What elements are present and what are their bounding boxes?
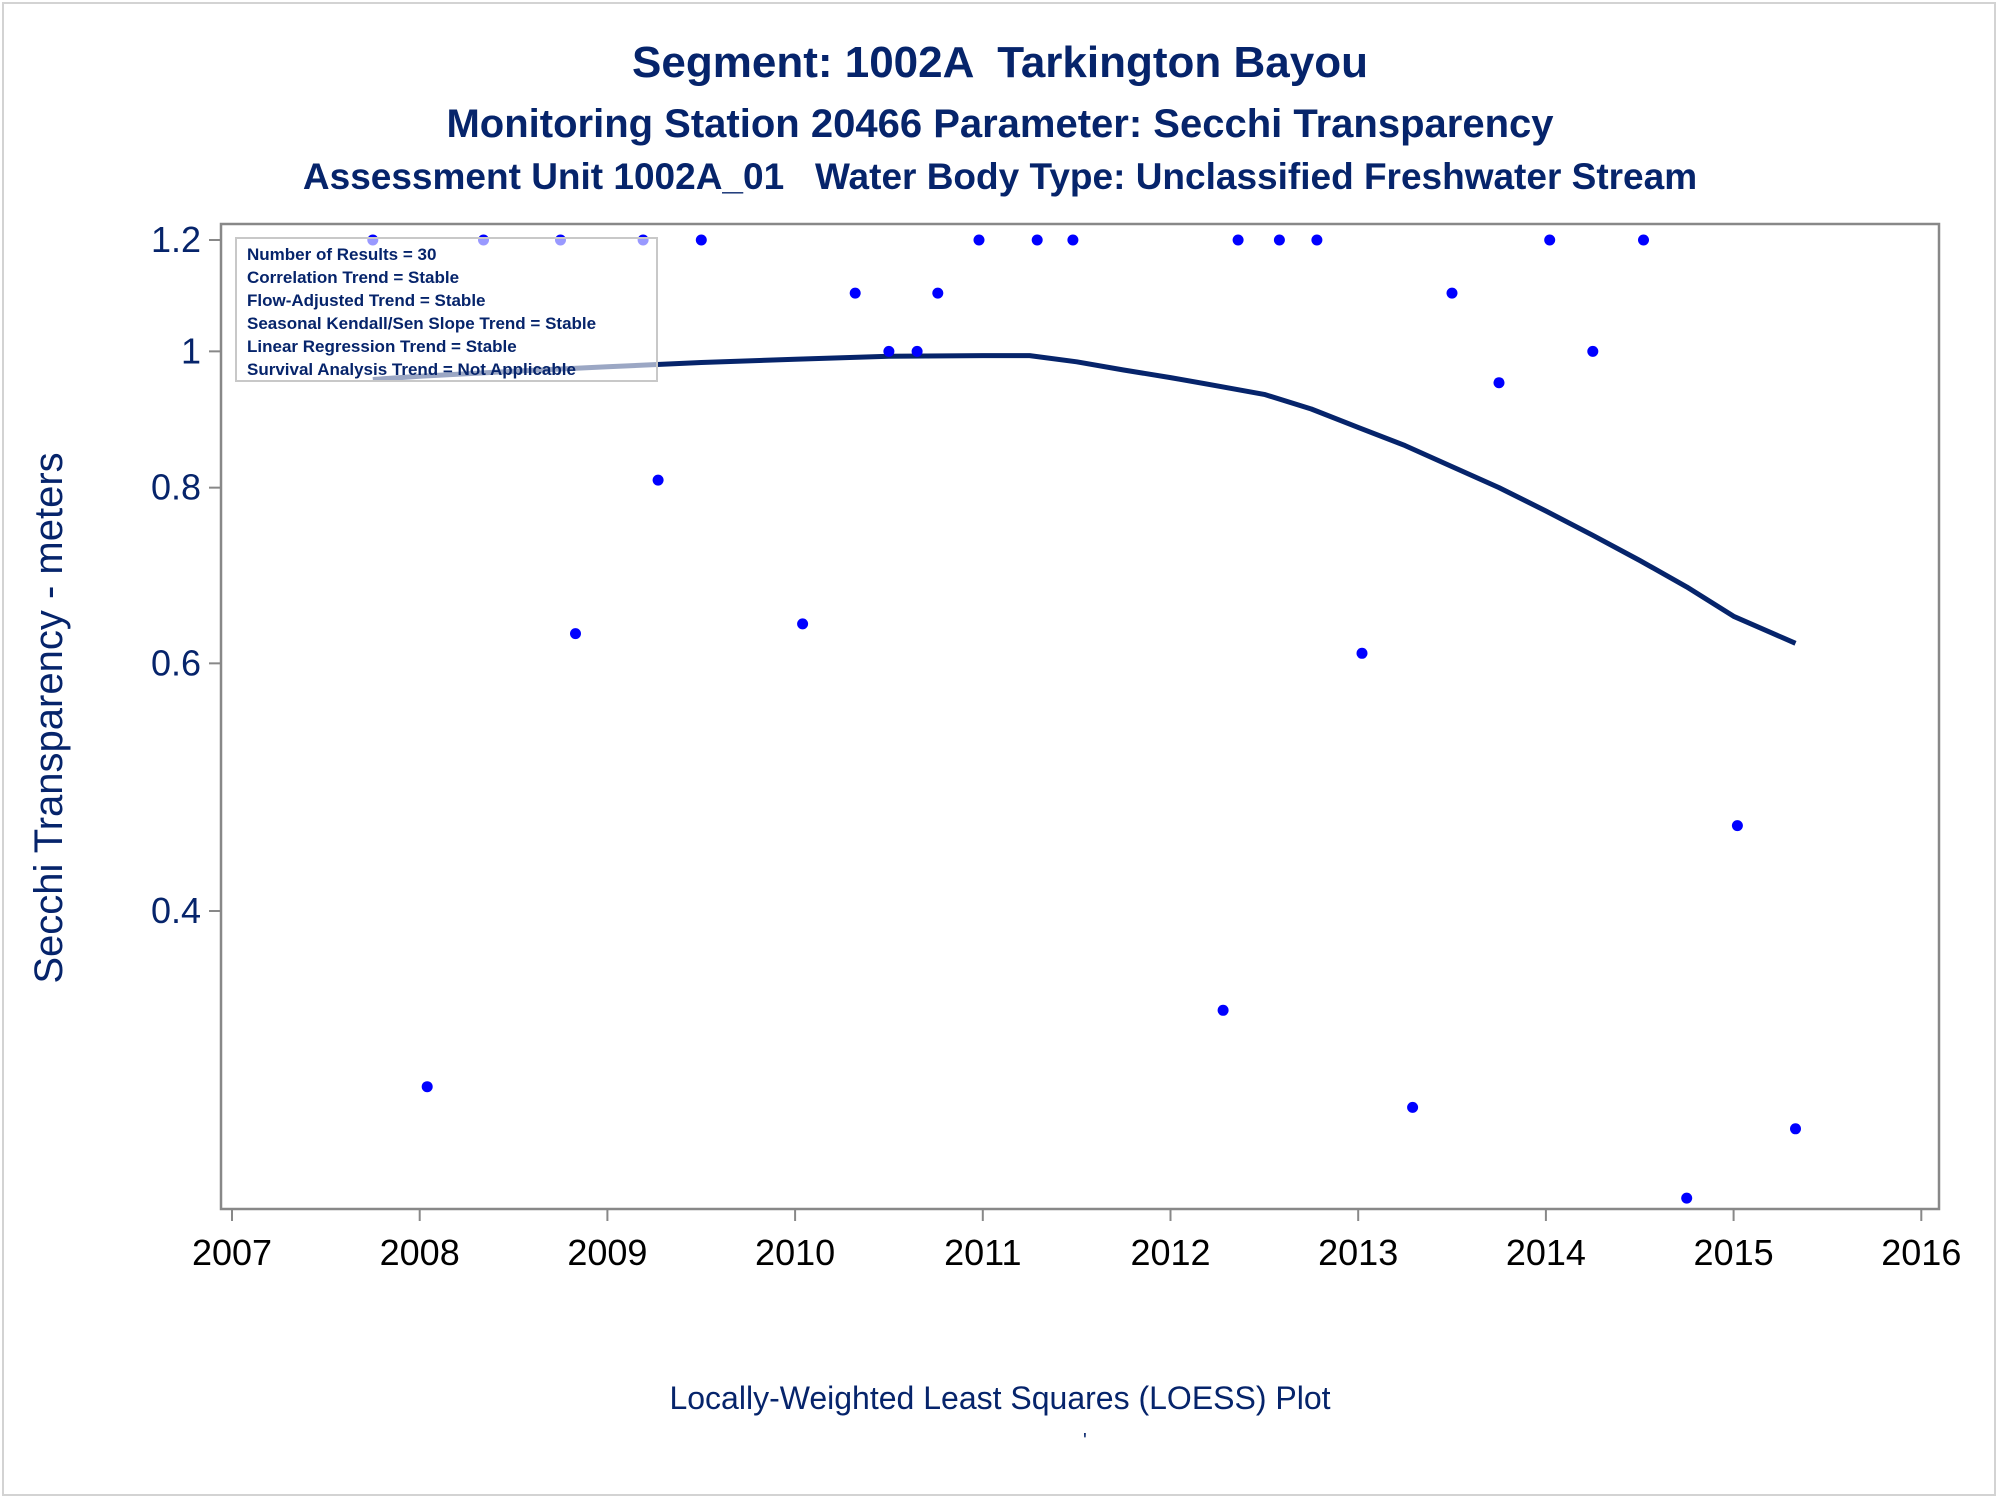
footnote: Locally-Weighted Least Squares (LOESS) P… [669, 1380, 1331, 1416]
stats-box-line: Flow-Adjusted Trend = Stable [247, 291, 486, 310]
data-point [1232, 234, 1244, 246]
data-point [1446, 287, 1458, 299]
loess-curve [372, 353, 1797, 646]
data-point [1273, 234, 1285, 246]
x-tick-label: 2011 [944, 1232, 1021, 1273]
data-point [1217, 1004, 1229, 1016]
data-point [1407, 1101, 1419, 1113]
y-tick-label: 0.4 [151, 890, 201, 931]
data-point [652, 474, 664, 486]
data-point [1731, 820, 1743, 832]
stats-box-line: Number of Results = 30 [247, 245, 436, 264]
stats-box-line: Seasonal Kendall/Sen Slope Trend = Stabl… [247, 314, 596, 333]
stats-box-line: Correlation Trend = Stable [247, 268, 459, 287]
data-point [849, 287, 861, 299]
data-point [1544, 234, 1556, 246]
data-point [1638, 234, 1649, 246]
data-point [421, 1081, 433, 1093]
stats-box-line: Survival Analysis Trend = Not Applicable [247, 360, 576, 379]
data-point [1790, 1123, 1801, 1135]
x-tick-label: 2016 [1881, 1232, 1961, 1273]
data-point [973, 234, 985, 246]
chart-subtitle-station: Monitoring Station 20466 Parameter: Secc… [446, 102, 1554, 146]
stats-box: Number of Results = 30 Correlation Trend … [235, 237, 658, 382]
data-point [695, 234, 707, 246]
data-point [570, 628, 581, 640]
footnote-mark: ' [1083, 1430, 1087, 1452]
x-tick-label: 2008 [380, 1232, 460, 1273]
x-tick-label: 2014 [1506, 1232, 1586, 1273]
data-point [1493, 377, 1505, 389]
x-tick-label: 2012 [1130, 1232, 1210, 1273]
chart-title: Segment: 1002A Tarkington Bayou [632, 38, 1368, 87]
loess-layer [372, 353, 1797, 646]
y-tick-label: 0.6 [151, 642, 201, 683]
data-point [797, 618, 809, 630]
plot-area-border [219, 222, 1941, 1211]
y-tick-label: 1 [181, 330, 201, 371]
y-axis-label: Secchi Transparency - meters [27, 452, 71, 983]
data-point [932, 287, 944, 299]
data-point [1311, 234, 1323, 246]
data-point [1067, 234, 1079, 246]
x-tick-label: 2015 [1694, 1232, 1774, 1273]
chart-subtitle-assessment: Assessment Unit 1002A_01 Water Body Type… [302, 156, 1698, 197]
data-point [1681, 1192, 1693, 1204]
x-tick-label: 2010 [755, 1232, 835, 1273]
data-point [911, 345, 923, 357]
x-tick-label: 2013 [1318, 1232, 1398, 1273]
data-point [883, 345, 895, 357]
x-tick-label: 2007 [192, 1232, 272, 1273]
data-point [1356, 647, 1368, 659]
y-tick-label: 0.8 [151, 467, 201, 508]
data-point [1587, 345, 1599, 357]
stats-box-line: Linear Regression Trend = Stable [247, 337, 517, 356]
data-point [1031, 234, 1043, 246]
x-tick-label: 2009 [567, 1232, 647, 1273]
axes: 2007 2008 2009 2010 2011 2012 2013 2014 2015 2016… [151, 219, 1961, 1273]
y-tick-label: 1.2 [151, 219, 201, 260]
stats-box-border [235, 237, 658, 382]
